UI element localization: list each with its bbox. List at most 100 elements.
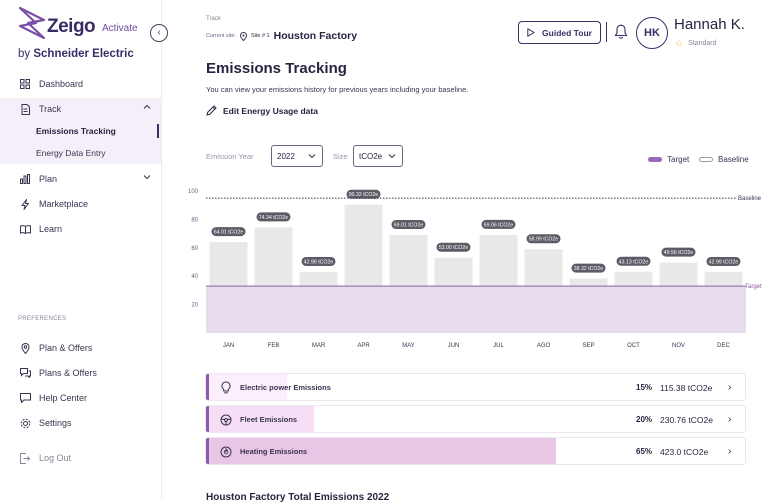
category-row-heating[interactable]: Heating Emissions 65% 423.0 tCO2e ›	[205, 437, 746, 465]
y-tick-label: 40	[191, 274, 198, 280]
x-tick-label: FEB	[268, 343, 280, 349]
sidebar-item-settings[interactable]: Settings	[0, 412, 161, 434]
document-icon	[18, 103, 32, 115]
data-label: 69.06 tCO2e	[484, 222, 514, 228]
data-label: 90.32 tCO2e	[349, 192, 379, 198]
data-label-pill	[211, 227, 246, 237]
sidebar-item-plans-offers[interactable]: Plans & Offers	[0, 362, 161, 384]
x-tick-label: APR	[357, 343, 370, 349]
avatar[interactable]: HK	[636, 17, 668, 49]
sidebar-item-dashboard[interactable]: Dashboard	[0, 73, 161, 95]
data-label-pill	[256, 212, 291, 222]
sidebar-item-learn[interactable]: Learn	[0, 218, 161, 240]
sidebar-item-label: Settings	[39, 418, 72, 428]
chart-bar	[254, 227, 293, 287]
guided-tour-button[interactable]: Guided Tour	[518, 21, 601, 44]
x-tick-label: MAR	[312, 343, 326, 349]
chevron-down-icon	[388, 152, 396, 162]
emission-year-select[interactable]: 2022	[271, 145, 323, 167]
chevron-right-icon: ›	[728, 414, 732, 425]
user-name[interactable]: Hannah K.	[674, 16, 745, 33]
sidebar-item-plan-offers[interactable]: Plan & Offers	[0, 337, 161, 359]
data-label-pill	[661, 247, 696, 257]
logout-icon	[18, 452, 32, 464]
zeigo-logo[interactable]: Zeigo Activate by Schneider Electric	[18, 6, 143, 62]
bell-icon[interactable]	[614, 24, 628, 45]
category-percent: 65%	[636, 447, 653, 456]
y-tick-label: 60	[191, 246, 198, 252]
chat-bubbles-icon	[18, 368, 32, 378]
category-percent: 15%	[636, 383, 653, 392]
edit-energy-usage-link[interactable]: Edit Energy Usage data	[206, 105, 318, 116]
guided-tour-label: Guided Tour	[542, 27, 592, 38]
category-name: Electric power Emissions	[240, 383, 331, 392]
category-amount: 115.38 tCO2e	[660, 383, 713, 393]
data-label: 42.99 tCO2e	[304, 259, 334, 265]
data-label-pill	[571, 263, 606, 273]
sidebar: Zeigo Activate by Schneider Electric ‹ D…	[0, 0, 168, 498]
x-tick-label: JAN	[223, 343, 234, 349]
sidebar-item-plan[interactable]: Plan	[0, 168, 161, 190]
current-site-label: Current site:	[206, 33, 236, 39]
page-title: Emissions Tracking	[206, 60, 347, 77]
chart-bar	[344, 204, 383, 287]
data-label-pill	[526, 234, 561, 244]
chart-bar	[209, 242, 248, 287]
sidebar-item-label: Marketplace	[39, 199, 89, 209]
emission-year-value: 2022	[277, 151, 295, 161]
category-amount: 230.76 tCO2e	[660, 415, 713, 425]
baseline-swatch	[699, 157, 713, 162]
site-number: Site # 1	[250, 33, 270, 39]
book-icon	[18, 224, 32, 234]
location-pin-icon	[18, 342, 32, 354]
target-swatch	[648, 157, 662, 162]
dashboard-icon	[18, 79, 32, 89]
collapse-sidebar-button[interactable]: ‹	[150, 24, 168, 42]
category-row-electric-power[interactable]: Electric power Emissions 15% 115.38 tCO2…	[205, 373, 746, 401]
sidebar-item-logout[interactable]: Log Out	[0, 447, 161, 469]
chevron-right-icon: ›	[728, 446, 732, 457]
category-amount: 423.0 tCO2e	[660, 447, 709, 457]
y-tick-label: 80	[191, 217, 198, 223]
data-label: 53.00 tCO2e	[439, 245, 469, 251]
category-share-bar	[206, 374, 287, 400]
data-label-pill	[706, 256, 741, 266]
site-name[interactable]: Houston Factory	[273, 30, 358, 42]
sidebar-item-marketplace[interactable]: Marketplace	[0, 193, 161, 215]
category-row-fleet[interactable]: Fleet Emissions 20% 230.76 tCO2e ›	[205, 405, 746, 433]
chevron-down-icon	[308, 152, 316, 162]
x-tick-label: OCT	[627, 343, 640, 349]
chart-bar	[524, 249, 563, 287]
x-tick-label: DEC	[717, 343, 730, 349]
pencil-icon	[206, 105, 217, 116]
chevron-right-icon: ›	[728, 382, 732, 393]
sidebar-item-label: Learn	[39, 224, 63, 234]
data-label: 49.56 tCO2e	[664, 250, 694, 256]
chart-bar	[704, 271, 743, 287]
sidebar-item-label: Plan & Offers	[39, 343, 93, 353]
data-label-pill	[301, 256, 336, 266]
x-tick-label: JUN	[448, 343, 460, 349]
data-label-pill	[391, 220, 426, 230]
brand-name: Zeigo	[47, 16, 96, 37]
legend-target: Target	[648, 155, 689, 164]
data-label: 38.32 tCO2e	[574, 266, 604, 272]
size-label: Size	[333, 152, 348, 161]
size-select[interactable]: tCO2e	[353, 145, 403, 167]
sidebar-item-track[interactable]: Track	[0, 98, 161, 120]
star-icon: ☆	[675, 38, 684, 48]
sidebar-item-label: Track	[39, 104, 62, 114]
sidebar-item-help-center[interactable]: Help Center	[0, 387, 161, 409]
brand-byline: by Schneider Electric	[18, 48, 134, 60]
sidebar-subitem-energy-data-entry[interactable]: Energy Data Entry	[0, 142, 161, 164]
breadcrumb[interactable]: Track	[206, 16, 221, 22]
location-pin-icon	[239, 31, 247, 41]
sidebar-item-label: Dashboard	[39, 79, 84, 89]
sidebar-subitem-emissions-tracking[interactable]: Emissions Tracking	[0, 120, 161, 142]
data-label: 64.01 tCO2e	[214, 230, 244, 236]
emission-year-label: Emission Year	[206, 152, 254, 161]
chevron-up-icon	[143, 103, 151, 113]
sidebar-item-label: Help Center	[39, 393, 88, 403]
y-tick-label: 100	[188, 189, 199, 195]
category-percent: 20%	[636, 415, 653, 424]
